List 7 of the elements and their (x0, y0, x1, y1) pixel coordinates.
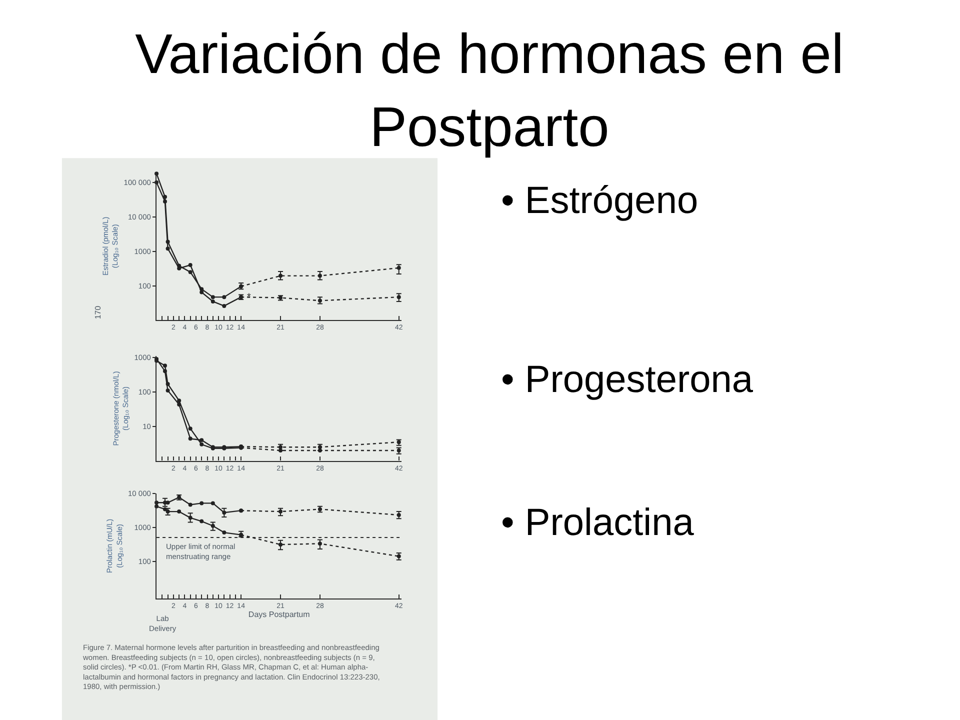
chart-title: Variación de hormonas en el Postparto (135, 22, 844, 158)
text: • Prolactina (501, 502, 695, 544)
text: • Progesterona (501, 359, 754, 401)
x-axis-title: Days Postpartum (248, 610, 310, 620)
annotation: * (247, 292, 251, 303)
text: • Estrógeno (501, 180, 698, 222)
text: 170 (94, 305, 103, 320)
